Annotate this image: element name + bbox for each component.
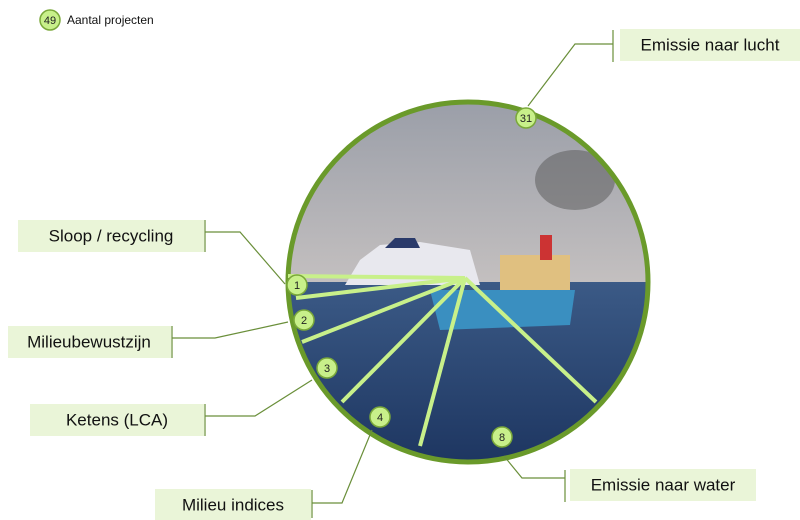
ray [340, 276, 467, 404]
count-badge [491, 426, 513, 448]
label: Milieu indices [182, 495, 284, 514]
label-box [18, 220, 204, 252]
label-box [155, 489, 311, 520]
label: Sloop / recycling [49, 226, 174, 245]
tanker-hull [430, 290, 575, 330]
ray [287, 274, 466, 280]
count-badge [369, 406, 391, 428]
label: Ketens (LCA) [66, 410, 168, 429]
ray [418, 277, 467, 447]
tanker-funnel [540, 235, 552, 260]
label-box [8, 326, 171, 358]
connector [204, 220, 286, 285]
ferry [345, 242, 480, 285]
label: Emissie naar lucht [641, 35, 780, 54]
count: 1 [294, 280, 300, 292]
count: 4 [377, 412, 383, 424]
smoke [535, 150, 615, 210]
count: 2 [301, 315, 307, 327]
count-badge [515, 107, 537, 129]
connector [527, 30, 614, 107]
ray [301, 276, 466, 344]
label: Emissie naar water [591, 475, 736, 494]
ray [463, 276, 598, 404]
count-badge [316, 357, 338, 379]
label-box [570, 469, 756, 501]
count-badge [293, 309, 315, 331]
connector [503, 455, 566, 502]
label-box [30, 404, 204, 436]
label: Milieubewustzijn [27, 332, 151, 351]
tanker-bridge [500, 255, 570, 290]
count: 8 [499, 432, 505, 444]
legend-count: 49 [44, 15, 56, 27]
count-badge [286, 274, 308, 296]
legend-label: Aantal projecten [67, 13, 154, 27]
ray [295, 276, 466, 300]
ferry-funnel [385, 238, 420, 248]
connector [204, 379, 313, 436]
connector [171, 321, 289, 358]
count: 31 [520, 113, 532, 125]
label-box [620, 29, 800, 61]
connector [311, 429, 373, 518]
count: 3 [324, 363, 330, 375]
legend-badge [39, 9, 61, 31]
